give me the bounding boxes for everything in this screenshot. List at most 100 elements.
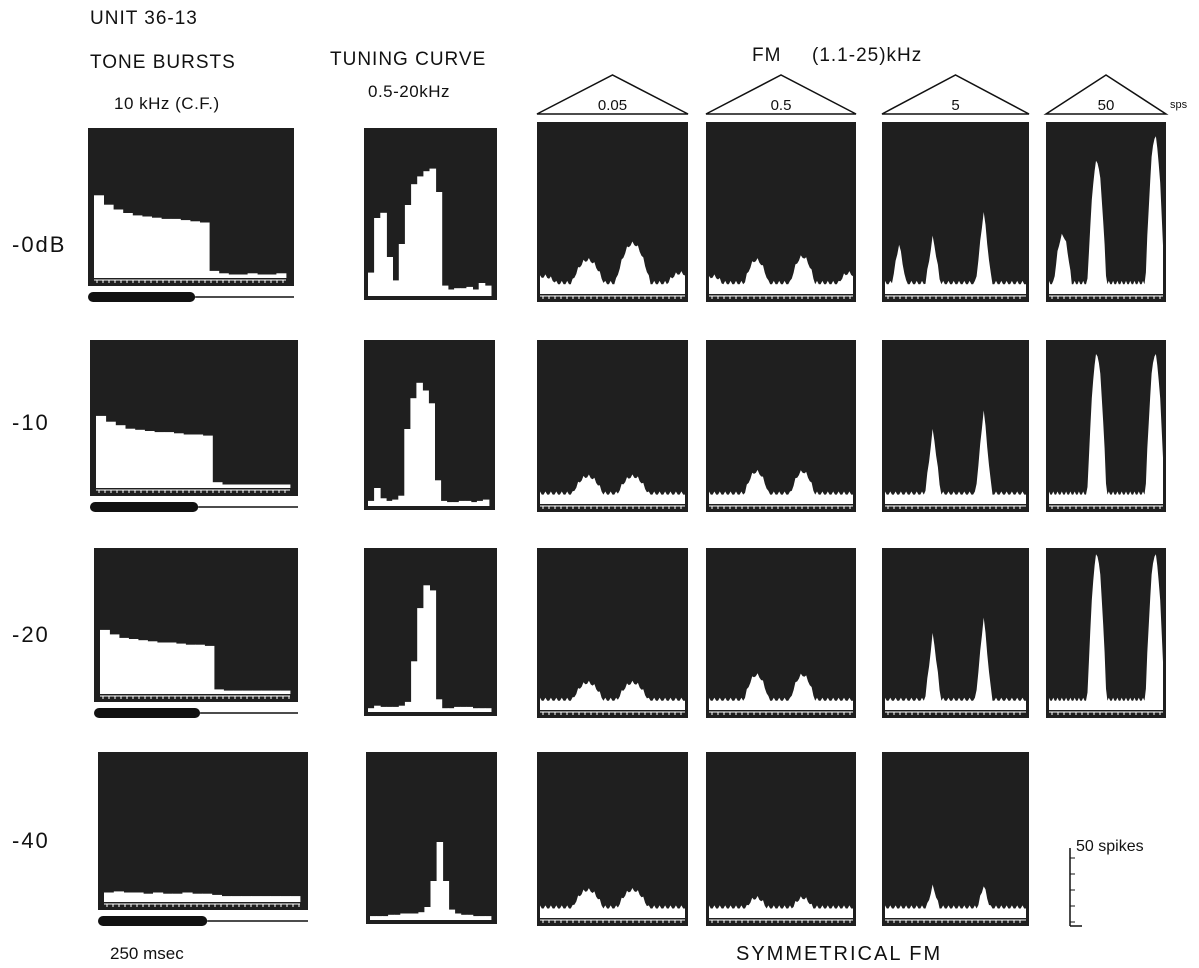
histogram-bar [472, 289, 480, 296]
histogram-bar [422, 390, 429, 506]
histogram-bar [113, 891, 124, 902]
histogram-bar [280, 690, 291, 694]
histogram-bar [172, 893, 183, 902]
fm-time-axis [540, 919, 685, 923]
histogram-bar [133, 892, 144, 902]
histogram-bar [96, 415, 107, 488]
histogram-bar [404, 429, 411, 506]
histogram-bar [454, 706, 461, 712]
histogram-bar [260, 896, 271, 902]
histogram-bar [484, 708, 492, 712]
histogram-bar [231, 484, 242, 488]
histogram-bar [199, 222, 210, 278]
histogram-bar [251, 484, 262, 488]
histogram-bar [458, 500, 466, 506]
histogram-bar [441, 285, 449, 296]
fm-time-axis [540, 505, 685, 509]
histogram-bar [280, 484, 291, 488]
histogram-bar [423, 585, 430, 712]
tuning-curve-range: 0.5-20kHz [368, 82, 450, 101]
histogram-bar [132, 215, 143, 278]
histogram-bar [260, 484, 271, 488]
fm-sweep-triangle [705, 74, 857, 115]
fm-panel [537, 548, 688, 718]
histogram-bar [398, 705, 406, 712]
histogram-bar [370, 916, 377, 920]
histogram-bar [142, 216, 152, 278]
histogram-bar [472, 708, 480, 712]
histogram-bar [247, 273, 258, 278]
fm-panel [706, 548, 856, 718]
histogram-bar [392, 706, 400, 712]
stimulus-marker [94, 708, 201, 718]
fm-sweep-triangle [536, 74, 689, 115]
stimulus-marker [98, 916, 208, 926]
fm-time-axis [885, 295, 1026, 299]
fm-response-histogram [709, 469, 853, 504]
histogram-bar [424, 907, 431, 920]
histogram-bar [94, 195, 104, 278]
fm-time-axis [885, 711, 1026, 715]
histogram-bar [440, 500, 448, 506]
histogram-bar [466, 914, 474, 920]
histogram-bar [447, 289, 455, 296]
fm-time-axis [709, 711, 853, 715]
histogram-bar [109, 634, 120, 694]
histogram-bar [417, 176, 424, 296]
histogram-bar [466, 706, 473, 712]
histogram-bar [170, 218, 181, 278]
histogram-bar [434, 480, 442, 506]
fm-panel [882, 548, 1029, 718]
histogram-bar [386, 500, 393, 506]
histogram-bar [180, 220, 191, 278]
histogram-bar [153, 892, 164, 902]
histogram-bar [374, 705, 381, 712]
tone-burst-time-axis [104, 903, 300, 907]
histogram-bar [380, 706, 387, 712]
histogram-bar [435, 192, 443, 296]
fm-time-axis [540, 711, 685, 715]
spike-scale-label: 50 spikes [1076, 838, 1144, 855]
histogram-bar [430, 881, 437, 920]
histogram-bar [202, 893, 213, 902]
fm-time-axis [1049, 711, 1163, 715]
rate-unit-label: sps [1170, 99, 1188, 111]
histogram-bar [202, 435, 213, 488]
histogram-bar [270, 484, 281, 488]
stimulus-marker [88, 292, 196, 302]
level-label-1: -10 [12, 410, 50, 435]
fm-response-histogram [885, 617, 1026, 710]
histogram-bar [441, 708, 449, 712]
histogram-bar [104, 892, 115, 902]
histogram-bar [212, 482, 223, 488]
histogram-bar [238, 274, 248, 278]
fm-panel [537, 340, 688, 512]
histogram-bar [113, 209, 124, 278]
level-label-0: -0dB [12, 232, 67, 257]
histogram-bar [195, 644, 205, 694]
histogram-bar [223, 690, 234, 694]
histogram-bar [214, 689, 224, 694]
fm-response-histogram [540, 680, 685, 710]
histogram-bar [460, 288, 467, 296]
histogram-bar [454, 288, 461, 296]
fm-time-axis [540, 295, 685, 299]
histogram-bar [394, 914, 401, 920]
fm-panel [882, 122, 1029, 302]
tone-burst-histogram [100, 629, 291, 694]
histogram-bar [382, 916, 389, 920]
histogram-bar [261, 690, 272, 694]
histogram-bar [134, 429, 145, 488]
histogram-bar [404, 701, 412, 712]
histogram-bar [412, 913, 419, 920]
fm-response-histogram [709, 673, 853, 710]
histogram-bar [122, 213, 133, 278]
histogram-bar [100, 629, 110, 694]
fm-response-histogram [1049, 354, 1163, 504]
histogram-bar [252, 690, 262, 694]
histogram-bar [218, 273, 229, 278]
histogram-bar [448, 909, 456, 920]
histogram-bar [374, 218, 381, 296]
tone-burst-histogram [94, 195, 287, 278]
fm-time-axis [885, 505, 1026, 509]
